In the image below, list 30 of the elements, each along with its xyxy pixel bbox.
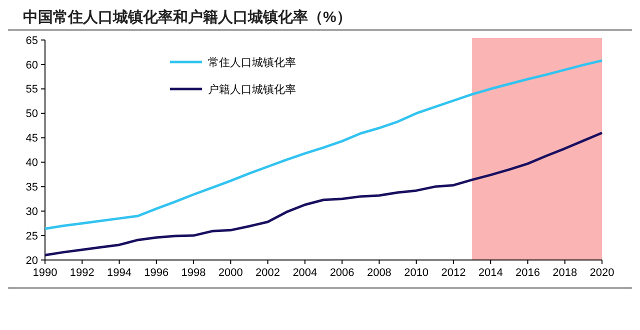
y-tick-label: 65 (26, 34, 38, 47)
x-tick-label: 2002 (256, 267, 280, 279)
x-tick-label: 1990 (32, 267, 58, 279)
chart-title: 中国常住人口城镇化率和户籍人口城镇化率（%） (23, 8, 352, 26)
y-tick-label: 55 (26, 84, 38, 96)
y-tick-label: 25 (26, 230, 38, 242)
x-tick-label: 1998 (181, 267, 206, 279)
y-tick-label: 35 (26, 182, 38, 194)
x-tick-label: 1992 (70, 267, 94, 279)
x-tick-label: 2020 (590, 267, 614, 279)
x-tick-label: 1994 (107, 267, 132, 279)
x-tick-label: 2010 (404, 267, 429, 279)
x-tick-label: 2006 (330, 267, 354, 279)
x-tick-label: 2012 (441, 267, 466, 279)
y-tick-label: 50 (26, 108, 38, 120)
y-tick-label: 30 (26, 206, 38, 218)
x-tick-label: 2000 (218, 267, 243, 279)
x-tick-label: 2018 (552, 267, 578, 279)
y-tick-label: 60 (26, 59, 38, 72)
x-tick-label: 1996 (144, 267, 169, 279)
x-tick-label: 2008 (366, 267, 392, 279)
x-tick-label: 2016 (515, 267, 540, 279)
x-tick-label: 2004 (292, 267, 318, 279)
legend-label: 常住人口城镇化率 (208, 56, 296, 69)
x-tick-label: 2014 (478, 267, 503, 279)
y-tick-label: 20 (26, 254, 38, 267)
y-tick-label: 40 (26, 157, 38, 170)
legend-label: 户籍人口城镇化率 (208, 82, 296, 96)
y-tick-label: 45 (26, 132, 38, 145)
line-series (44, 132, 604, 256)
